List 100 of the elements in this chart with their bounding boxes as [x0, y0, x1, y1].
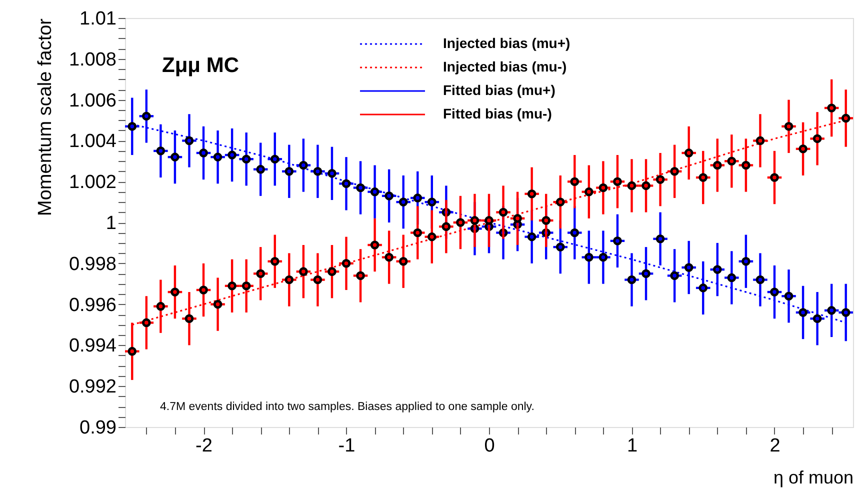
point	[213, 300, 222, 309]
y-tick-label: 0.994	[68, 336, 117, 357]
point	[784, 292, 794, 301]
point	[556, 242, 565, 252]
point	[642, 181, 650, 190]
y-tick-label: 0.99	[80, 418, 116, 438]
point	[342, 179, 351, 188]
point	[128, 346, 137, 356]
point	[727, 273, 736, 282]
y-tick-label: 1.008	[68, 49, 116, 70]
point	[156, 146, 166, 156]
y-tick-label: 1	[106, 213, 116, 234]
point	[256, 269, 266, 278]
point	[841, 308, 850, 317]
point	[456, 218, 465, 227]
point	[712, 160, 722, 170]
point	[299, 267, 308, 276]
point	[484, 216, 494, 225]
legend-label: Injected bias (mu-)	[443, 58, 567, 74]
point	[170, 288, 180, 296]
point	[656, 234, 665, 244]
point	[398, 198, 408, 206]
legend-label: Fitted bias (mu+)	[443, 82, 556, 98]
x-tick-label: -2	[196, 436, 212, 456]
y-tick-label: 1.01	[80, 8, 116, 30]
point	[613, 177, 622, 186]
point	[356, 183, 365, 192]
point	[356, 271, 365, 280]
point	[584, 252, 594, 262]
point	[313, 275, 322, 284]
point	[142, 318, 151, 328]
y-tick-label: 1.004	[68, 131, 117, 152]
point	[384, 252, 394, 262]
point	[199, 286, 208, 294]
y-tick-label: 0.992	[68, 376, 116, 398]
point	[742, 256, 750, 266]
point	[170, 152, 180, 162]
point	[784, 122, 794, 131]
point	[598, 183, 608, 192]
point	[798, 144, 808, 154]
point	[684, 148, 694, 158]
point	[328, 169, 336, 178]
point	[427, 232, 436, 242]
point	[342, 258, 351, 268]
point	[370, 187, 380, 196]
y-tick-label: 0.998	[68, 254, 116, 275]
point	[527, 232, 536, 242]
x-axis-title: η of muon	[773, 468, 854, 488]
y-tick-label: 1.006	[68, 90, 116, 112]
point	[199, 148, 208, 158]
x-tick-label: 1	[626, 436, 638, 456]
point	[570, 228, 580, 238]
point	[598, 252, 608, 262]
point	[584, 187, 594, 196]
point	[542, 216, 551, 225]
point	[627, 275, 636, 284]
y-tick-label: 0.996	[68, 294, 116, 316]
point	[527, 189, 536, 198]
point	[284, 275, 294, 284]
point	[128, 122, 137, 131]
point	[698, 284, 708, 292]
point	[827, 104, 836, 112]
point	[770, 173, 779, 182]
point	[812, 134, 822, 144]
legend-label: Injected bias (mu+)	[443, 35, 570, 51]
point	[328, 267, 336, 276]
y-tick-label: 1.002	[68, 172, 116, 194]
point	[242, 281, 251, 290]
point	[742, 160, 750, 170]
point	[670, 166, 679, 176]
point	[670, 271, 679, 280]
x-tick-label: 0	[484, 436, 495, 456]
annotation: 4.7M events divided into two samples. Biases applied to one sample only.	[160, 401, 534, 413]
legend-label: Fitted bias (mu-)	[443, 106, 552, 122]
point	[184, 136, 194, 146]
point	[727, 156, 736, 166]
point	[642, 269, 650, 278]
point	[570, 177, 580, 186]
point	[770, 288, 779, 296]
point	[627, 181, 636, 190]
annotation: Zμμ MC	[162, 54, 240, 77]
point	[812, 314, 822, 324]
point	[698, 173, 708, 182]
point	[370, 240, 380, 250]
point	[228, 150, 236, 160]
point	[442, 222, 451, 231]
point	[656, 175, 665, 184]
point	[556, 198, 565, 206]
point	[184, 314, 194, 324]
point	[299, 160, 308, 170]
x-tick-label: -1	[338, 436, 356, 456]
point	[156, 302, 166, 311]
point	[256, 164, 266, 174]
point	[827, 306, 836, 315]
point	[841, 114, 850, 123]
point	[470, 216, 480, 225]
point	[398, 256, 408, 266]
point	[513, 214, 522, 223]
point	[498, 208, 508, 217]
point	[313, 166, 322, 176]
